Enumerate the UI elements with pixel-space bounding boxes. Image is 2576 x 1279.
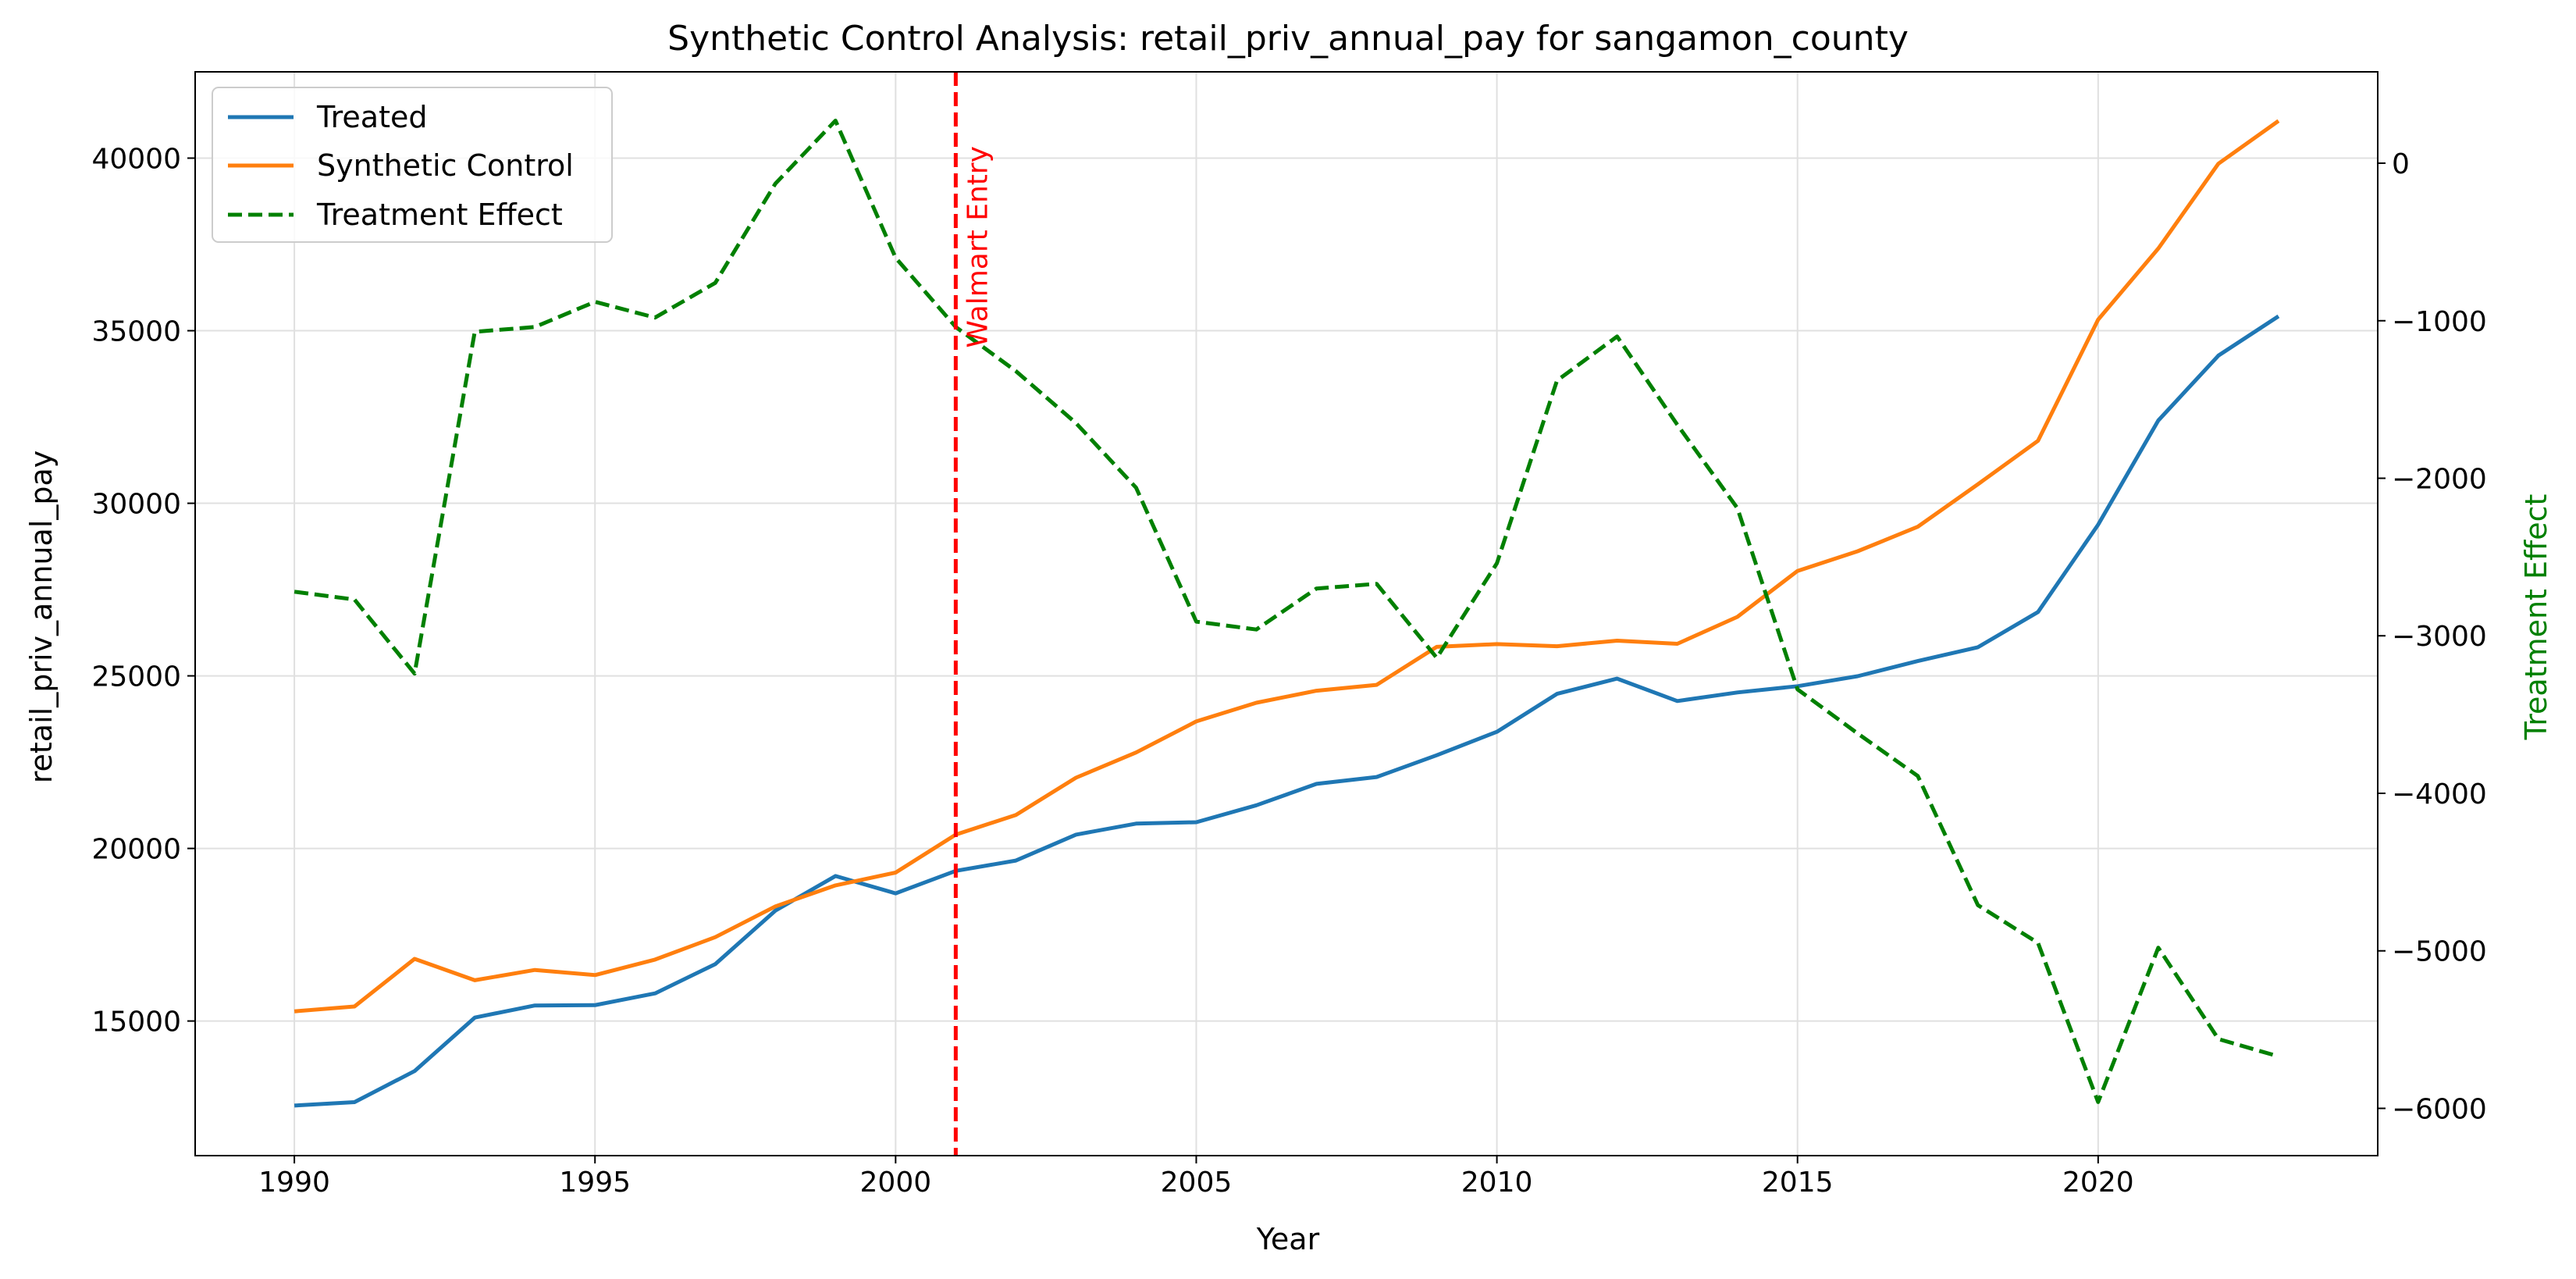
y2-tick-label: −6000 — [2392, 1093, 2487, 1125]
legend-label-synthetic-control: Synthetic Control — [317, 148, 574, 183]
plot-series — [294, 119, 2280, 1108]
legend-entry-synthetic-control: Synthetic Control — [228, 148, 574, 183]
y2-tick-label: −1000 — [2392, 306, 2487, 338]
x-axis-label: Year — [1256, 1222, 1320, 1256]
y-tick-label: 15000 — [91, 1006, 181, 1039]
y-tick-label: 25000 — [91, 661, 181, 693]
x-tick-label: 2020 — [2062, 1167, 2134, 1199]
y2-tick-label: −3000 — [2392, 621, 2487, 653]
series-line-treated — [294, 314, 2280, 1108]
y-tick-label: 30000 — [91, 489, 181, 521]
y2-axis-ticks: 0 −1000 −2000 −3000 −4000 −5000 −6000 — [2378, 148, 2487, 1125]
y2-tick-label: −5000 — [2392, 936, 2487, 968]
y2-axis-label: Treatment Effect — [2519, 494, 2553, 741]
y-tick-label: 35000 — [91, 316, 181, 348]
plot-frame — [194, 71, 2379, 1156]
y2-tick-label: 0 — [2392, 148, 2410, 180]
x-tick-label: 1990 — [258, 1167, 330, 1199]
y2-tick-label: −2000 — [2392, 464, 2487, 496]
chart-title: Synthetic Control Analysis: retail_priv_… — [667, 19, 1909, 59]
y2-tick-label: −4000 — [2392, 778, 2487, 811]
legend-entry-treated: Treated — [228, 100, 427, 134]
x-axis-ticks: 1990 1995 2000 2005 2010 2015 2020 — [258, 1156, 2134, 1199]
walmart-entry-label: Walmart Entry — [962, 146, 994, 348]
legend-label-treated: Treated — [316, 100, 427, 134]
legend-label-treatment-effect: Treatment Effect — [316, 198, 563, 232]
x-tick-label: 2000 — [860, 1167, 932, 1199]
y-axis-label: retail_priv_annual_pay — [24, 451, 59, 784]
legend: Treated Synthetic Control Treatment Effe… — [212, 87, 613, 243]
series-line-synthetic-control — [294, 119, 2280, 1014]
y-axis-ticks: 15000 20000 25000 30000 35000 40000 — [91, 144, 195, 1039]
x-tick-label: 2015 — [1762, 1167, 1834, 1199]
y-tick-label: 20000 — [91, 834, 181, 866]
legend-entry-treatment-effect: Treatment Effect — [228, 198, 563, 232]
x-tick-label: 2010 — [1461, 1167, 1533, 1199]
legend-box — [212, 87, 613, 243]
annotations: Walmart Entry — [953, 72, 994, 1156]
x-tick-label: 2005 — [1161, 1167, 1233, 1199]
series-line-treatment-effect — [294, 119, 2279, 1104]
x-tick-label: 1995 — [559, 1167, 631, 1199]
grid-lines — [195, 72, 2378, 1156]
y-tick-label: 40000 — [91, 144, 181, 176]
